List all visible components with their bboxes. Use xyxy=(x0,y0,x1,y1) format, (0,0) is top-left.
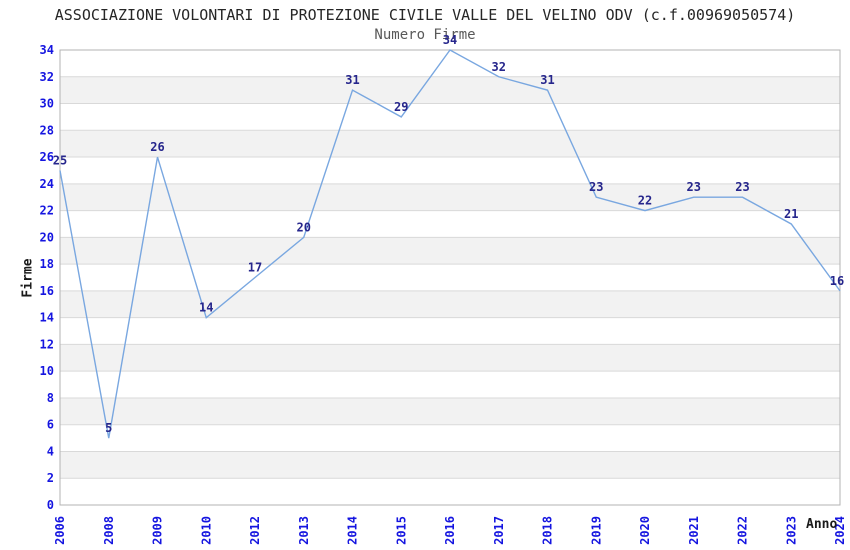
y-tick-label: 0 xyxy=(47,498,54,512)
y-tick-label: 34 xyxy=(40,43,54,57)
data-point-label: 34 xyxy=(443,33,457,47)
data-point-label: 31 xyxy=(345,73,359,87)
chart-title: ASSOCIAZIONE VOLONTARI DI PROTEZIONE CIV… xyxy=(54,6,796,24)
y-tick-label: 22 xyxy=(40,204,54,218)
x-tick-label: 2015 xyxy=(394,516,408,545)
data-point-label: 29 xyxy=(394,100,408,114)
plot-band xyxy=(60,344,840,372)
data-point-label: 20 xyxy=(297,220,311,234)
y-tick-label: 14 xyxy=(40,311,54,325)
y-tick-label: 24 xyxy=(40,177,54,191)
x-tick-label: 2023 xyxy=(784,516,798,545)
chart-subtitle: Numero Firme xyxy=(374,27,476,43)
y-tick-label: 10 xyxy=(40,364,54,378)
data-point-label: 5 xyxy=(105,421,112,435)
series-line xyxy=(59,49,841,439)
x-tick-label: 2016 xyxy=(443,516,457,545)
x-tick-label: 2018 xyxy=(541,516,555,545)
data-point-label: 23 xyxy=(687,180,701,194)
plot-band xyxy=(60,76,840,104)
data-point-label: 23 xyxy=(735,180,749,194)
y-axis-title: Firme xyxy=(20,258,36,298)
data-point-label: 26 xyxy=(150,140,164,154)
plot-band xyxy=(60,451,840,479)
data-point-label: 22 xyxy=(638,194,652,208)
x-axis-title: Anno xyxy=(806,517,838,532)
x-tick-label: 2019 xyxy=(589,516,603,545)
y-tick-label: 12 xyxy=(40,337,54,351)
y-tick-label: 8 xyxy=(47,391,54,405)
x-tick-label: 2013 xyxy=(297,516,311,545)
plot-band xyxy=(60,290,840,318)
x-tick-label: 2006 xyxy=(53,516,67,545)
y-tick-label: 4 xyxy=(47,444,54,458)
x-tick-label: 2010 xyxy=(199,516,213,545)
data-point-label: 25 xyxy=(53,153,67,167)
y-tick-label: 16 xyxy=(40,284,54,298)
data-point-label: 14 xyxy=(199,301,213,315)
data-point-label: 16 xyxy=(830,274,844,288)
data-point-label: 31 xyxy=(540,73,554,87)
y-tick-label: 6 xyxy=(47,418,54,432)
y-tick-label: 26 xyxy=(40,150,54,164)
x-tick-label: 2017 xyxy=(492,516,506,545)
y-tick-label: 20 xyxy=(40,230,54,244)
data-point-label: 23 xyxy=(589,180,603,194)
plot-frame xyxy=(59,49,841,506)
data-point-label: 21 xyxy=(784,207,798,221)
data-point-label: 17 xyxy=(248,261,262,275)
x-tick-label: 2014 xyxy=(346,516,360,545)
plot-band xyxy=(60,397,840,425)
x-tick-label: 2020 xyxy=(638,516,652,545)
data-point-label: 32 xyxy=(492,60,506,74)
plot-band xyxy=(60,237,840,265)
x-tick-label: 2022 xyxy=(736,516,750,545)
y-tick-label: 30 xyxy=(40,97,54,111)
x-tick-label: 2024 xyxy=(833,516,847,545)
y-tick-label: 32 xyxy=(40,70,54,84)
x-tick-label: 2008 xyxy=(102,516,116,545)
y-tick-label: 18 xyxy=(40,257,54,271)
x-tick-label: 2021 xyxy=(687,516,701,545)
x-tick-label: 2012 xyxy=(248,516,262,545)
y-tick-label: 28 xyxy=(40,123,54,137)
y-tick-label: 2 xyxy=(47,471,54,485)
plot-band xyxy=(60,130,840,158)
x-tick-label: 2009 xyxy=(151,516,165,545)
